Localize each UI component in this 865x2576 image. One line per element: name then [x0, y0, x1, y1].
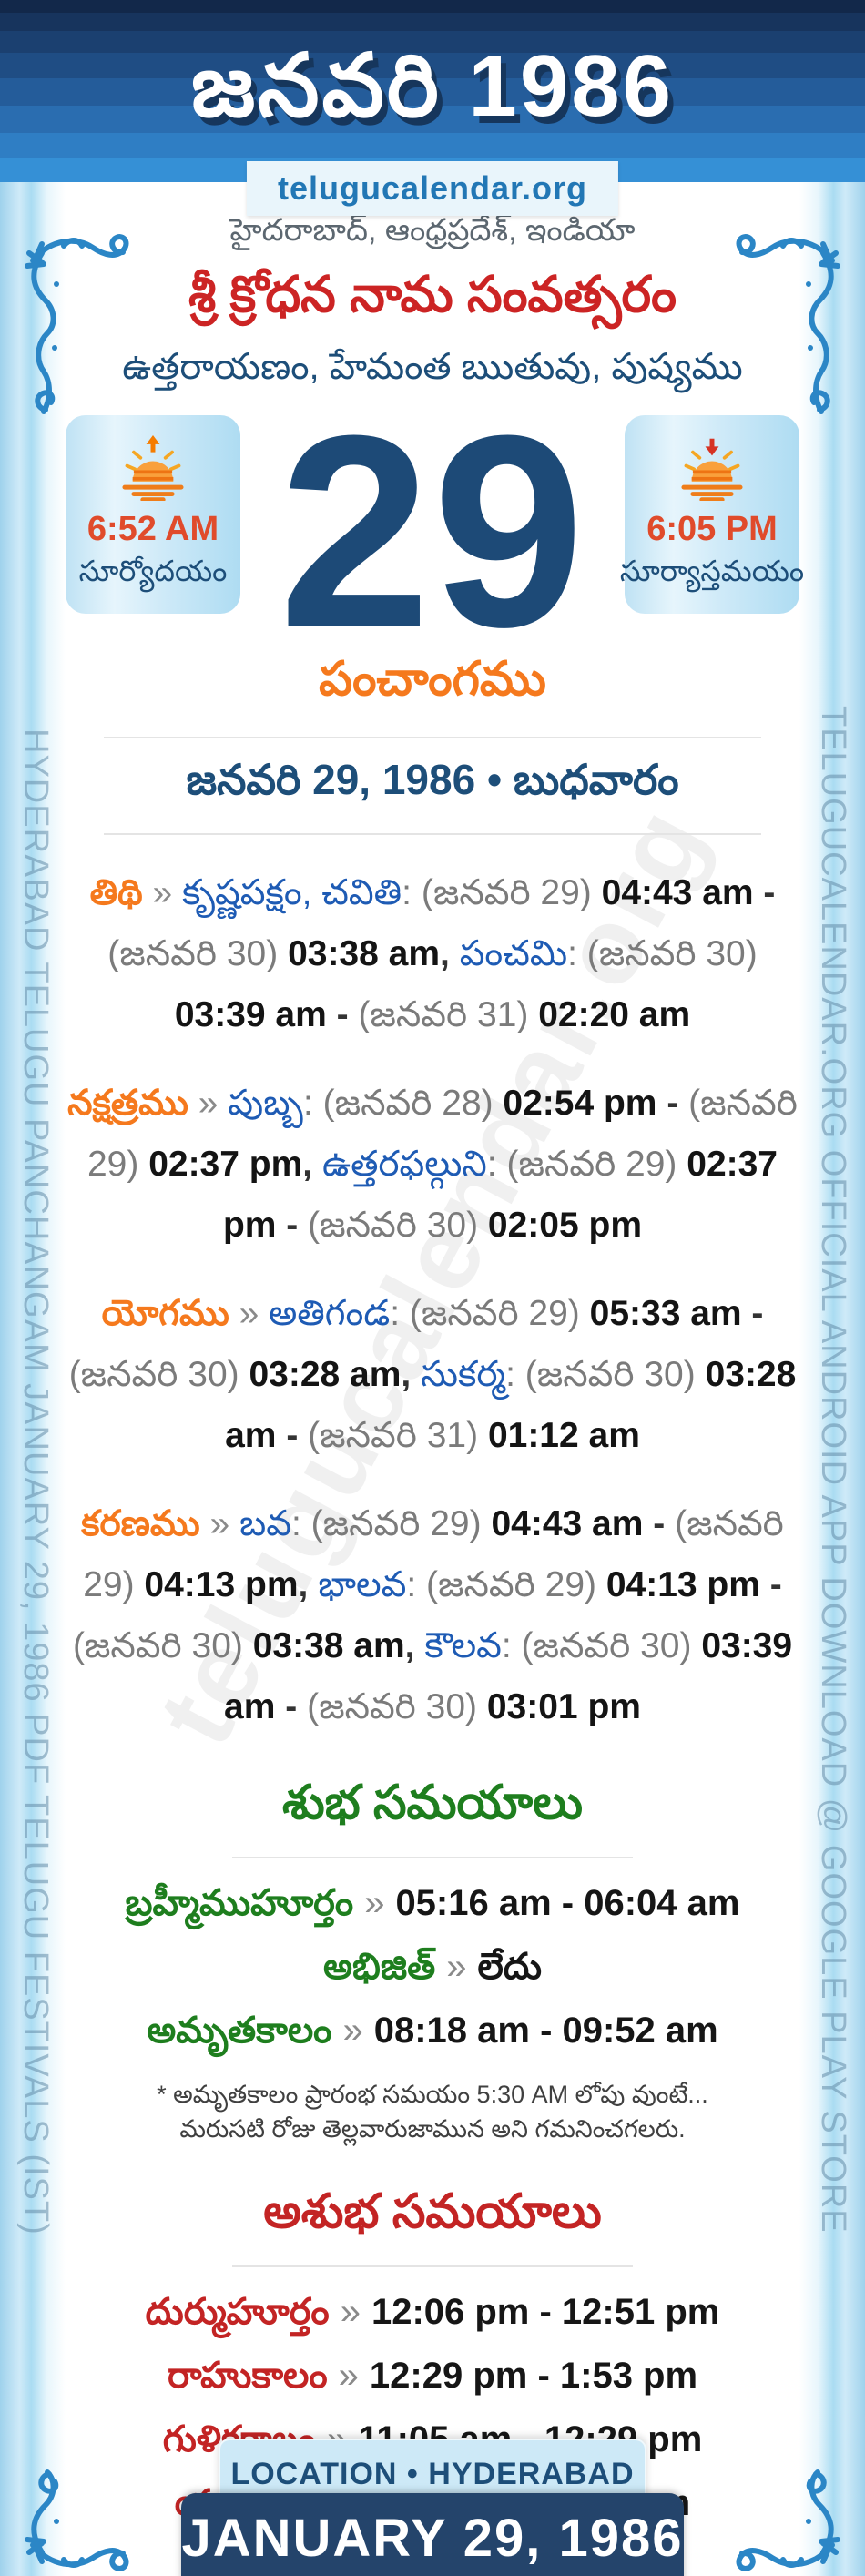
- ashubha-label: రాహుకాలం: [167, 2356, 328, 2396]
- flourish-bottom-right-icon: [732, 2389, 841, 2576]
- tithi-paragraph: తిథి » కృష్ణపక్షం, చవితి: (జనవరి 29) 04:…: [89, 873, 776, 1034]
- shubha-row: అభిజిత్» లేదు: [66, 1935, 799, 1999]
- sunrise-time: 6:52 AM: [86, 510, 219, 548]
- month-banner: జనవరి 1986: [0, 0, 865, 182]
- shubha-label: అభిజిత్: [323, 1947, 436, 1987]
- row-separator: »: [342, 2011, 363, 2051]
- row-separator: »: [338, 2356, 359, 2396]
- shubha-row: అమృతకాలం» 08:18 am - 09:52 am: [66, 1999, 799, 2062]
- shubha-list: బ్రహ్మీముహూర్తం» 05:16 am - 06:04 am అభిజ…: [66, 1871, 799, 2062]
- sunrise-card: 6:52 AM సూర్యోదయం: [66, 415, 240, 614]
- row-separator: »: [446, 1947, 467, 1987]
- brand-badge: telugucalendar.org: [246, 161, 619, 216]
- sunset-label: సూర్యాస్తమయం: [619, 555, 805, 587]
- footer-date-banner: JANUARY 29, 1986: [181, 2493, 684, 2576]
- sunset-card: 6:05 PM సూర్యాస్తమయం: [620, 415, 804, 614]
- row-separator: »: [340, 2292, 361, 2332]
- ashubha-row: రాహుకాలం» 12:29 pm - 1:53 pm: [66, 2344, 799, 2408]
- divider: [104, 737, 761, 738]
- ashubha-label: దుర్ముహూర్తం: [145, 2292, 330, 2332]
- shubha-label: అమృతకాలం: [147, 2011, 332, 2051]
- region-line: హైదరాబాద్, ఆంధ్రప్రదేశ్, ఇండియా: [229, 213, 636, 248]
- month-title: జనవరి 1986: [191, 37, 674, 135]
- yogam-paragraph: యోగము » అతిగండ: (జనవరి 29) 05:33 am - (జ…: [68, 1294, 797, 1455]
- panchangam-date-line: జనవరి 29, 1986 • బుధవారం: [186, 756, 679, 803]
- shubha-row: బ్రహ్మీముహూర్తం» 05:16 am - 06:04 am: [66, 1871, 799, 1935]
- samvatsaram-line: శ్రీ క్రోధన నామ సంవత్సరం: [188, 266, 677, 322]
- right-side-strip: [799, 182, 865, 2576]
- ayanam-ruthuvu-line: ఉత్తరాయణం, హేమంత ఋతువు, పుష్యము: [122, 347, 743, 387]
- divider: [104, 833, 761, 835]
- footer-date-text: JANUARY 29, 1986: [181, 2509, 684, 2568]
- sunrise-icon: [122, 435, 184, 501]
- row-separator: »: [364, 1883, 385, 1923]
- ashubha-value: 12:29 pm - 1:53 pm: [369, 2356, 698, 2396]
- shubha-value: 05:16 am - 06:04 am: [395, 1883, 740, 1923]
- sunset-icon: [681, 438, 743, 501]
- amrutakalam-note: * అమృతకాలం ప్రారంభ సమయం 5:30 AM లోపు వుం…: [157, 2081, 708, 2143]
- content-column: హైదరాబాద్, ఆంధ్రప్రదేశ్, ఇండియా శ్రీ క్ర…: [66, 182, 804, 2535]
- karanam-paragraph: కరణము » బవ: (జనవరి 29) 04:43 am - (జనవరి…: [72, 1504, 793, 1726]
- day-row: 6:52 AM సూర్యోదయం 29: [66, 394, 804, 667]
- sunrise-label: సూర్యోదయం: [78, 555, 228, 587]
- sunset-time: 6:05 PM: [646, 510, 778, 548]
- divider: [232, 1857, 633, 1858]
- left-vertical-watermark: HYDERABAD TELUGU PANCHANGAM JANUARY 29, …: [16, 728, 55, 2235]
- shubha-value: 08:18 am - 09:52 am: [373, 2011, 718, 2051]
- nakshatram-paragraph: నక్షత్రము » పుబ్బ: (జనవరి 28) 02:54 pm -…: [67, 1084, 798, 1245]
- flourish-top-left-icon: [24, 229, 133, 416]
- shubha-value: లేదు: [477, 1947, 542, 1987]
- ashubha-row: దుర్ముహూర్తం» 12:06 pm - 12:51 pm: [66, 2280, 799, 2344]
- ashubha-value: 12:06 pm - 12:51 pm: [371, 2292, 720, 2332]
- left-side-strip: [0, 182, 66, 2576]
- ashubha-heading: అశుభ సమయాలు: [263, 2185, 602, 2238]
- shubha-heading: శుభ సమయాలు: [282, 1777, 583, 1829]
- day-number: 29: [279, 378, 586, 684]
- shubha-label: బ్రహ్మీముహూర్తం: [125, 1883, 354, 1923]
- right-vertical-watermark: TELUGUCALENDAR.ORG OFFICIAL ANDROID APP …: [814, 706, 852, 2234]
- panchangam-heading: పంచాంగము: [319, 653, 546, 706]
- divider: [232, 2265, 633, 2267]
- location-badge-text: LOCATION • HYDERABAD: [230, 2457, 635, 2491]
- flourish-top-right-icon: [732, 229, 841, 416]
- flourish-bottom-left-icon: [24, 2389, 133, 2576]
